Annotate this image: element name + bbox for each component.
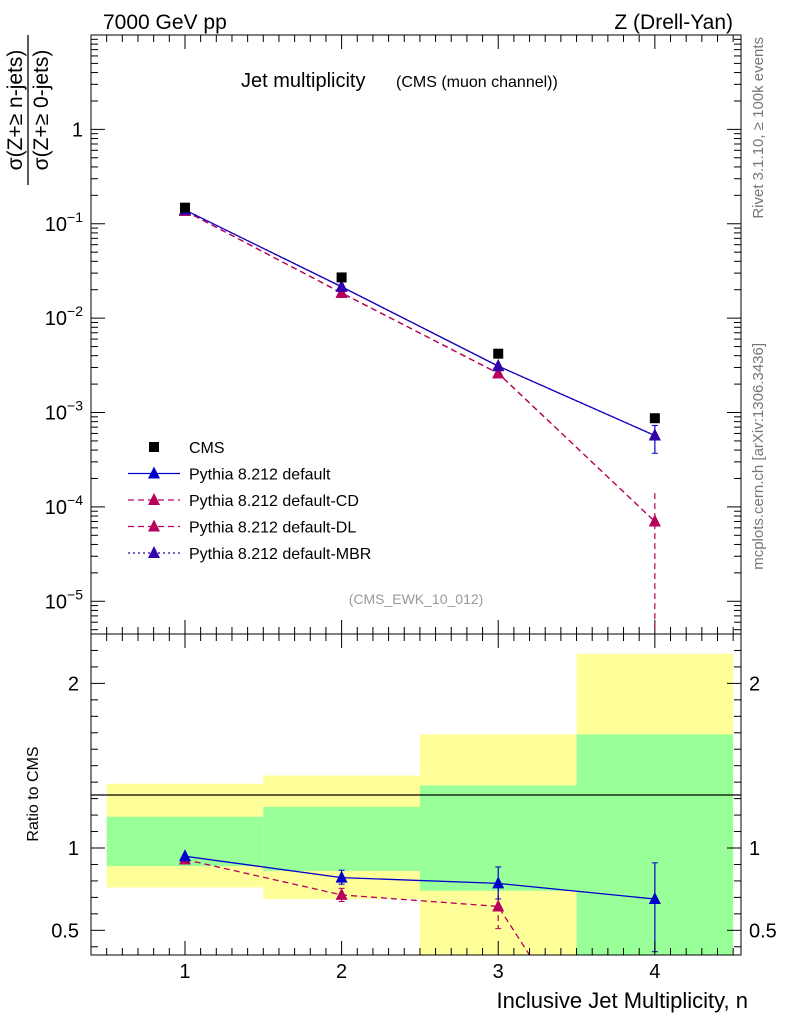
series-marker-4 (648, 428, 661, 441)
ratio-marker-0 (492, 876, 505, 889)
upper-ytick-labels: 1 10−1 10−2 10−3 10−4 10−5 (45, 119, 83, 613)
legend-label: CMS (189, 440, 225, 457)
series-line-2 (184, 210, 656, 522)
legend-label: Pythia 8.212 default-CD (189, 493, 359, 510)
analysis-tag: (CMS_EWK_10_012) (349, 591, 484, 607)
legend-marker (148, 466, 160, 479)
ratio-series-line-0 (184, 855, 655, 900)
ratio-marker-0 (178, 849, 191, 862)
ratio-uncertainty-bands (106, 653, 734, 955)
cms-data-point (336, 272, 347, 283)
ratio-series-line-1 (184, 858, 531, 956)
ratio-marker-0 (648, 892, 661, 905)
series-marker-4 (492, 359, 505, 372)
lower-axis-ticks: 0.5 0.5 1 1 2 2 1 2 3 4 (51, 634, 777, 983)
ratio-band-green (263, 806, 420, 872)
x-tick-label: 2 (336, 961, 347, 983)
upper-ytick-label: 10−4 (45, 492, 83, 519)
header-process-label: Z (Drell-Yan) (614, 11, 733, 34)
legend-marker (148, 546, 160, 558)
ratio-ytick-label-left: 1 (68, 838, 79, 860)
x-tick-label: 3 (493, 961, 504, 983)
legend-marker-cms (149, 442, 159, 452)
x-axis-label: Inclusive Jet Multiplicity, n (497, 988, 748, 1013)
ratio-marker-1 (492, 899, 505, 912)
cms-data-point (179, 202, 190, 213)
legend-marker (148, 493, 160, 505)
mcplots-label: mcplots.cern.ch [arXiv:1306.3436] (750, 343, 767, 570)
cms-data-point (649, 413, 660, 424)
ratio-ytick-label-left: 0.5 (51, 920, 79, 942)
chart-title: Jet multiplicity (241, 70, 365, 92)
upper-axis-ticks (91, 34, 741, 634)
ratio-ytick-label-right: 0.5 (749, 920, 777, 942)
series-line-4 (184, 209, 656, 437)
x-tick-label: 1 (179, 961, 190, 983)
upper-ylabel: σ(Z+≥ n-jets) σ(Z+≥ 0-jets) (4, 35, 53, 185)
series-marker-2 (492, 366, 505, 379)
chart-subtitle: (CMS (muon channel)) (396, 74, 558, 91)
legend-marker (148, 519, 160, 532)
legend-label: Pythia 8.212 default (189, 467, 331, 484)
series-line-1 (184, 209, 656, 437)
ratio-marker-0 (335, 870, 348, 883)
upper-ylabel-denominator: σ(Z+≥ 0-jets) (30, 50, 53, 171)
cms-data-point (493, 348, 504, 359)
ratio-plot-panel: 0.5 0.5 1 1 2 2 1 2 3 4 Ratio to CMS Inclusive Je… (25, 633, 777, 1013)
legend-label: Pythia 8.212 default-MBR (189, 546, 371, 563)
legend-label: Pythia 8.212 default-DL (189, 520, 356, 537)
upper-ytick-label: 10−5 (45, 586, 83, 613)
ratio-ylabel: Ratio to CMS (25, 746, 42, 841)
upper-series-group (178, 202, 661, 634)
upper-ytick-label: 10−1 (45, 209, 83, 236)
series-marker-4 (335, 279, 348, 292)
ratio-marker-1 (335, 887, 348, 900)
main-plot-panel: 1 10−1 10−2 10−3 10−4 10−5 Jet multiplicity (… (4, 34, 742, 635)
series-marker-2 (648, 514, 661, 527)
upper-ytick-label: 1 (72, 119, 83, 141)
upper-ylabel-numerator: σ(Z+≥ n-jets) (4, 50, 27, 171)
x-tick-label: 4 (649, 961, 660, 983)
ratio-ytick-label-right: 1 (749, 838, 760, 860)
header-energy-label: 7000 GeV pp (103, 11, 227, 34)
ratio-plot-frame (90, 633, 742, 956)
ratio-series-group (178, 849, 661, 956)
rivet-version-label: Rivet 3.1.10, ≥ 100k events (750, 37, 767, 219)
ratio-ytick-label-right: 2 (749, 673, 760, 695)
ratio-ytick-label-left: 2 (68, 673, 79, 695)
upper-ytick-label: 10−3 (45, 398, 83, 425)
series-marker-2 (335, 285, 348, 298)
upper-plot-frame (90, 34, 742, 635)
upper-ytick-label: 10−2 (45, 303, 83, 330)
legend: CMS Pythia 8.212 default Pythia 8.212 defa… (128, 440, 371, 563)
